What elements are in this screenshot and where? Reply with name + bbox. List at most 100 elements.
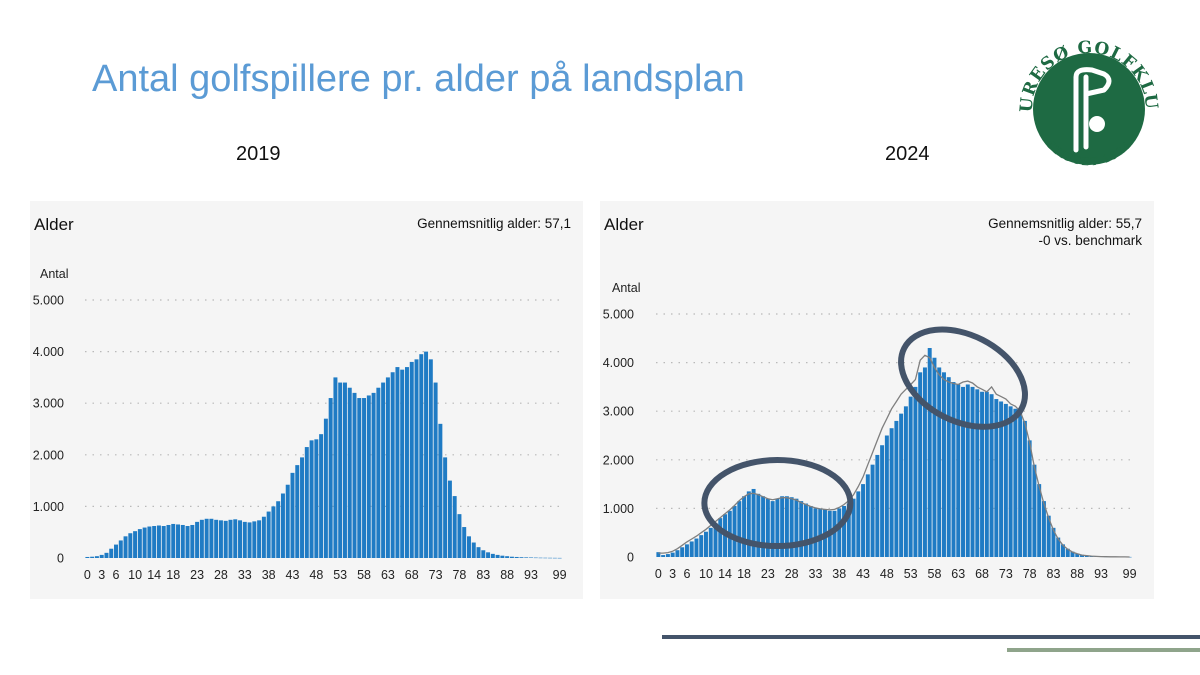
bar-age-30 (228, 519, 233, 558)
bar-age-25 (775, 498, 780, 557)
bar-age-90 (1084, 555, 1089, 557)
bar-age-45 (300, 457, 305, 558)
bar-age-8 (123, 536, 128, 558)
bar-age-35 (252, 521, 257, 558)
x-tick-label: 38 (832, 567, 846, 581)
bar-age-10 (704, 531, 708, 557)
bar-age-44 (865, 474, 870, 557)
bar-age-50 (894, 420, 899, 557)
x-tick-label: 0 (84, 568, 91, 582)
bar-age-7 (689, 541, 694, 557)
x-tick-label: 78 (1023, 567, 1037, 581)
bar-age-40 (846, 503, 851, 557)
average-age-2024: Gennemsnitlig alder: 55,7 -0 vs. benchma… (988, 215, 1142, 249)
bar-age-11 (137, 529, 142, 558)
y-tick-label: 5.000 (603, 308, 634, 322)
bar-age-20 (180, 524, 185, 558)
x-tick-label: 0 (655, 567, 662, 581)
x-tick-label: 83 (1047, 567, 1061, 581)
bar-age-95 (538, 557, 543, 559)
bar-age-67 (975, 389, 980, 557)
bar-age-1 (661, 555, 666, 557)
bar-age-96 (543, 557, 548, 559)
bar-age-43 (290, 472, 295, 558)
x-tick-label: 6 (113, 568, 120, 582)
bar-age-63 (956, 384, 961, 557)
highlight-ellipse-young (701, 457, 854, 550)
bar-age-25 (204, 518, 209, 558)
y-tick-label: 2.000 (33, 448, 64, 462)
golf-ball-icon (1089, 116, 1105, 132)
bar-age-51 (328, 398, 333, 558)
bar-age-12 (713, 522, 718, 557)
bar-age-38 (266, 511, 271, 558)
bar-age-53 (338, 382, 343, 558)
x-tick-label: 68 (405, 568, 419, 582)
x-tick-label: 78 (452, 568, 466, 582)
bar-age-14 (152, 526, 157, 558)
bar-age-63 (385, 377, 390, 558)
x-tick-label: 18 (166, 568, 180, 582)
x-tick-label: 99 (553, 568, 567, 582)
x-tick-label: 93 (1094, 567, 1108, 581)
bar-age-32 (808, 505, 813, 557)
bar-age-11 (708, 527, 713, 557)
bar-age-54 (342, 382, 347, 558)
bar-age-2 (94, 556, 99, 558)
bar-age-89 (1080, 554, 1084, 557)
golf-club-icon (1073, 67, 1112, 153)
bar-age-86 (1065, 548, 1070, 557)
bar-age-23 (765, 498, 770, 557)
bar-age-61 (376, 387, 381, 558)
year-label-2019: 2019 (236, 143, 281, 165)
bar-age-72 (428, 359, 433, 558)
bar-age-41 (851, 498, 856, 557)
x-tick-label: 18 (737, 567, 751, 581)
bar-age-58 (362, 398, 367, 558)
bar-age-46 (875, 454, 880, 557)
x-tick-label: 53 (904, 567, 918, 581)
bar-age-68 (980, 391, 985, 557)
bar-age-71 (994, 399, 999, 557)
bar-age-47 (880, 445, 885, 557)
bar-age-0 (656, 552, 661, 557)
bar-age-42 (856, 491, 861, 557)
bar-age-4 (675, 550, 680, 557)
bar-age-52 (903, 406, 908, 557)
bar-age-87 (500, 555, 505, 558)
bar-age-12 (142, 527, 147, 558)
bar-age-26 (780, 496, 785, 557)
x-tick-label: 73 (999, 567, 1013, 581)
bar-age-48 (314, 439, 319, 558)
bar-age-46 (304, 447, 309, 558)
x-tick-label: 88 (1070, 567, 1084, 581)
highlight-ellipse-senior (898, 326, 1028, 430)
bar-age-87 (1070, 551, 1075, 557)
bar-age-44 (295, 465, 300, 558)
bar-age-42 (285, 484, 290, 558)
bar-age-69 (984, 391, 989, 557)
bar-age-70 (419, 354, 424, 558)
bar-age-18 (171, 523, 176, 558)
bar-age-49 (319, 434, 324, 558)
y-tick-label: 1.000 (33, 500, 64, 514)
bar-age-2 (665, 554, 670, 557)
x-tick-label: 23 (190, 568, 204, 582)
bar-age-30 (799, 501, 804, 557)
x-tick-label: 3 (98, 568, 105, 582)
footer-accent-line-dark (662, 635, 1200, 639)
bar-age-89 (509, 556, 514, 558)
bar-age-20 (751, 488, 756, 557)
bar-age-61 (946, 377, 951, 557)
x-tick-label: 28 (214, 568, 228, 582)
benchmark-delta-2024: -0 vs. benchmark (1038, 233, 1142, 248)
bar-age-27 (214, 519, 219, 558)
bar-age-34 (247, 522, 252, 558)
bar-age-72 (999, 401, 1004, 557)
bar-age-74 (438, 423, 443, 558)
x-tick-label: 43 (856, 567, 870, 581)
bar-age-9 (128, 533, 133, 558)
y-tick-label: 0 (627, 551, 634, 565)
